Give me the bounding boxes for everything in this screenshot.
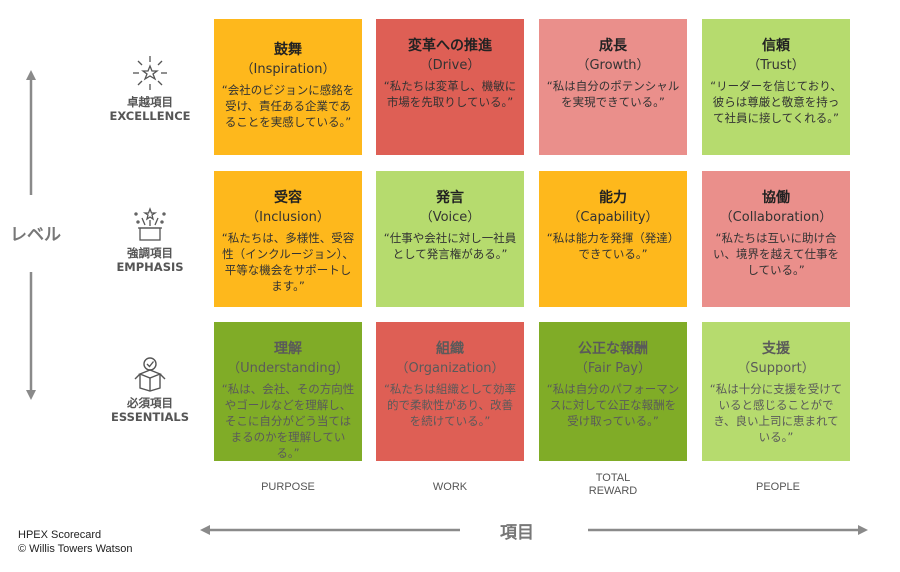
column-label-work: WORK bbox=[432, 481, 468, 493]
level-axis-up-arrow bbox=[26, 70, 36, 195]
card-title: 受容 bbox=[274, 190, 302, 206]
card-quote: “私は自分のポテンシャルを実現できている。” bbox=[546, 79, 680, 109]
footer-title: HPEX Scorecard bbox=[18, 529, 102, 541]
level-en: ESSENTIALS bbox=[110, 410, 190, 424]
card-subtitle: （Growth） bbox=[576, 58, 650, 73]
checked-box-icon bbox=[134, 357, 166, 392]
item-axis-label: 項目 bbox=[500, 523, 534, 543]
card-title: 鼓舞 bbox=[274, 42, 302, 58]
card-purpose-excellence: 鼓舞 （Inspiration） “会社のビジョンに感銘を受け、責任ある企業であるこ… bbox=[214, 19, 362, 155]
item-axis-right-arrow bbox=[588, 525, 868, 535]
card-work-excellence: 変革への推進 （Drive） “私たちは変革し、機敏に市場を先取りしている。” bbox=[376, 19, 524, 155]
card-subtitle: （Inclusion） bbox=[246, 210, 330, 225]
card-total-reward-excellence: 成長 （Growth） “私は自分のポテンシャルを実現できている。” bbox=[539, 19, 687, 155]
card-quote: “私は十分に支援を受けていると感じることができ、良い上司に恵まれている。” bbox=[709, 382, 843, 444]
card-quote: “私たちは、多様性、受容性（インクルージョン）、平等な機会をサポートします。” bbox=[221, 231, 355, 293]
level-axis-label: レベル bbox=[10, 225, 61, 245]
level-en: EMPHASIS bbox=[116, 260, 184, 274]
card-quote: “私たちは組織として効率的で柔軟性があり、改善を続けている。” bbox=[383, 382, 517, 428]
level-jp: 強調項目 bbox=[127, 246, 173, 260]
level-essentials: 必須項目 ESSENTIALS bbox=[95, 356, 205, 424]
level-jp: 必須項目 bbox=[127, 396, 173, 410]
card-quote: “リーダーを信じており、彼らは尊厳と敬意を持って社員に接してくれる。” bbox=[710, 79, 842, 125]
footer: HPEX Scorecard © Willis Towers Watson bbox=[18, 528, 132, 556]
card-title: 発言 bbox=[436, 190, 464, 206]
card-people-emphasis: 協働 （Collaboration） “私たちは互いに助け合い、境界を越えて仕事をし… bbox=[702, 171, 850, 307]
card-subtitle: （Organization） bbox=[395, 361, 505, 376]
card-title: 協働 bbox=[762, 190, 790, 206]
card-quote: “私は能力を発揮（発達）できている。” bbox=[546, 231, 680, 261]
level-en: EXCELLENCE bbox=[109, 109, 191, 123]
card-subtitle: （Drive） bbox=[419, 58, 481, 73]
card-purpose-emphasis: 受容 （Inclusion） “私たちは、多様性、受容性（インクルージョン）、平等な… bbox=[214, 171, 362, 307]
card-work-emphasis: 発言 （Voice） “仕事や会社に対し一社員として発言権がある。” bbox=[376, 171, 524, 307]
card-quote: “私は、会社、その方向性やゴールなどを理解し、そこに自分がどう当てはまるのかを理… bbox=[221, 382, 355, 460]
card-title: 能力 bbox=[599, 190, 627, 206]
card-title: 公正な報酬 bbox=[578, 341, 648, 357]
card-subtitle: （Trust） bbox=[747, 58, 805, 73]
card-subtitle: （Voice） bbox=[419, 210, 481, 225]
column-label-purpose: PURPOSE bbox=[261, 481, 315, 493]
column-label-people: PEOPLE bbox=[755, 481, 801, 493]
column-label-total-reward: TOTAL REWARD bbox=[588, 472, 638, 497]
card-title: 信頼 bbox=[762, 38, 790, 54]
card-people-excellence: 信頼 （Trust） “リーダーを信じており、彼らは尊厳と敬意を持って社員に接してく… bbox=[702, 19, 850, 155]
card-subtitle: （Support） bbox=[737, 361, 815, 376]
card-subtitle: （Understanding） bbox=[227, 361, 349, 376]
card-title: 組織 bbox=[436, 341, 464, 357]
card-quote: “私は自分のパフォーマンスに対して公正な報酬を受け取っている。” bbox=[546, 382, 680, 428]
item-axis-left-arrow bbox=[200, 525, 460, 535]
card-subtitle: （Capability） bbox=[567, 210, 659, 225]
card-title: 理解 bbox=[274, 341, 302, 357]
gift-box-icon bbox=[134, 207, 166, 241]
card-subtitle: （Inspiration） bbox=[240, 62, 336, 77]
card-quote: “私たちは互いに助け合い、境界を越えて仕事をしている。” bbox=[713, 231, 839, 277]
level-axis-down-arrow bbox=[26, 272, 36, 400]
card-quote: “私たちは変革し、機敏に市場を先取りしている。” bbox=[383, 79, 517, 109]
card-quote: “会社のビジョンに感銘を受け、責任ある企業であることを実感している。” bbox=[221, 83, 355, 129]
card-total-reward-essentials: 公正な報酬 （Fair Pay） “私は自分のパフォーマンスに対して公正な報酬を受け… bbox=[539, 322, 687, 461]
card-subtitle: （Fair Pay） bbox=[574, 361, 652, 376]
footer-copyright: © Willis Towers Watson bbox=[18, 543, 133, 555]
card-work-essentials: 組織 （Organization） “私たちは組織として効率的で柔軟性があり、改善を… bbox=[376, 322, 524, 461]
card-title: 変革への推進 bbox=[408, 38, 492, 54]
card-quote: “仕事や会社に対し一社員として発言権がある。” bbox=[383, 231, 517, 261]
level-emphasis: 強調項目 EMPHASIS bbox=[95, 206, 205, 274]
sparkle-icon bbox=[133, 56, 167, 90]
card-total-reward-emphasis: 能力 （Capability） “私は能力を発揮（発達）できている。” bbox=[539, 171, 687, 307]
card-purpose-essentials: 理解 （Understanding） “私は、会社、その方向性やゴールなどを理解し、… bbox=[214, 322, 362, 461]
card-title: 支援 bbox=[762, 341, 790, 357]
card-title: 成長 bbox=[599, 38, 627, 54]
level-excellence: 卓越項目 EXCELLENCE bbox=[95, 55, 205, 123]
card-subtitle: （Collaboration） bbox=[719, 210, 833, 225]
card-people-essentials: 支援 （Support） “私は十分に支援を受けていると感じることができ、良い上司に… bbox=[702, 322, 850, 461]
level-jp: 卓越項目 bbox=[127, 95, 173, 109]
